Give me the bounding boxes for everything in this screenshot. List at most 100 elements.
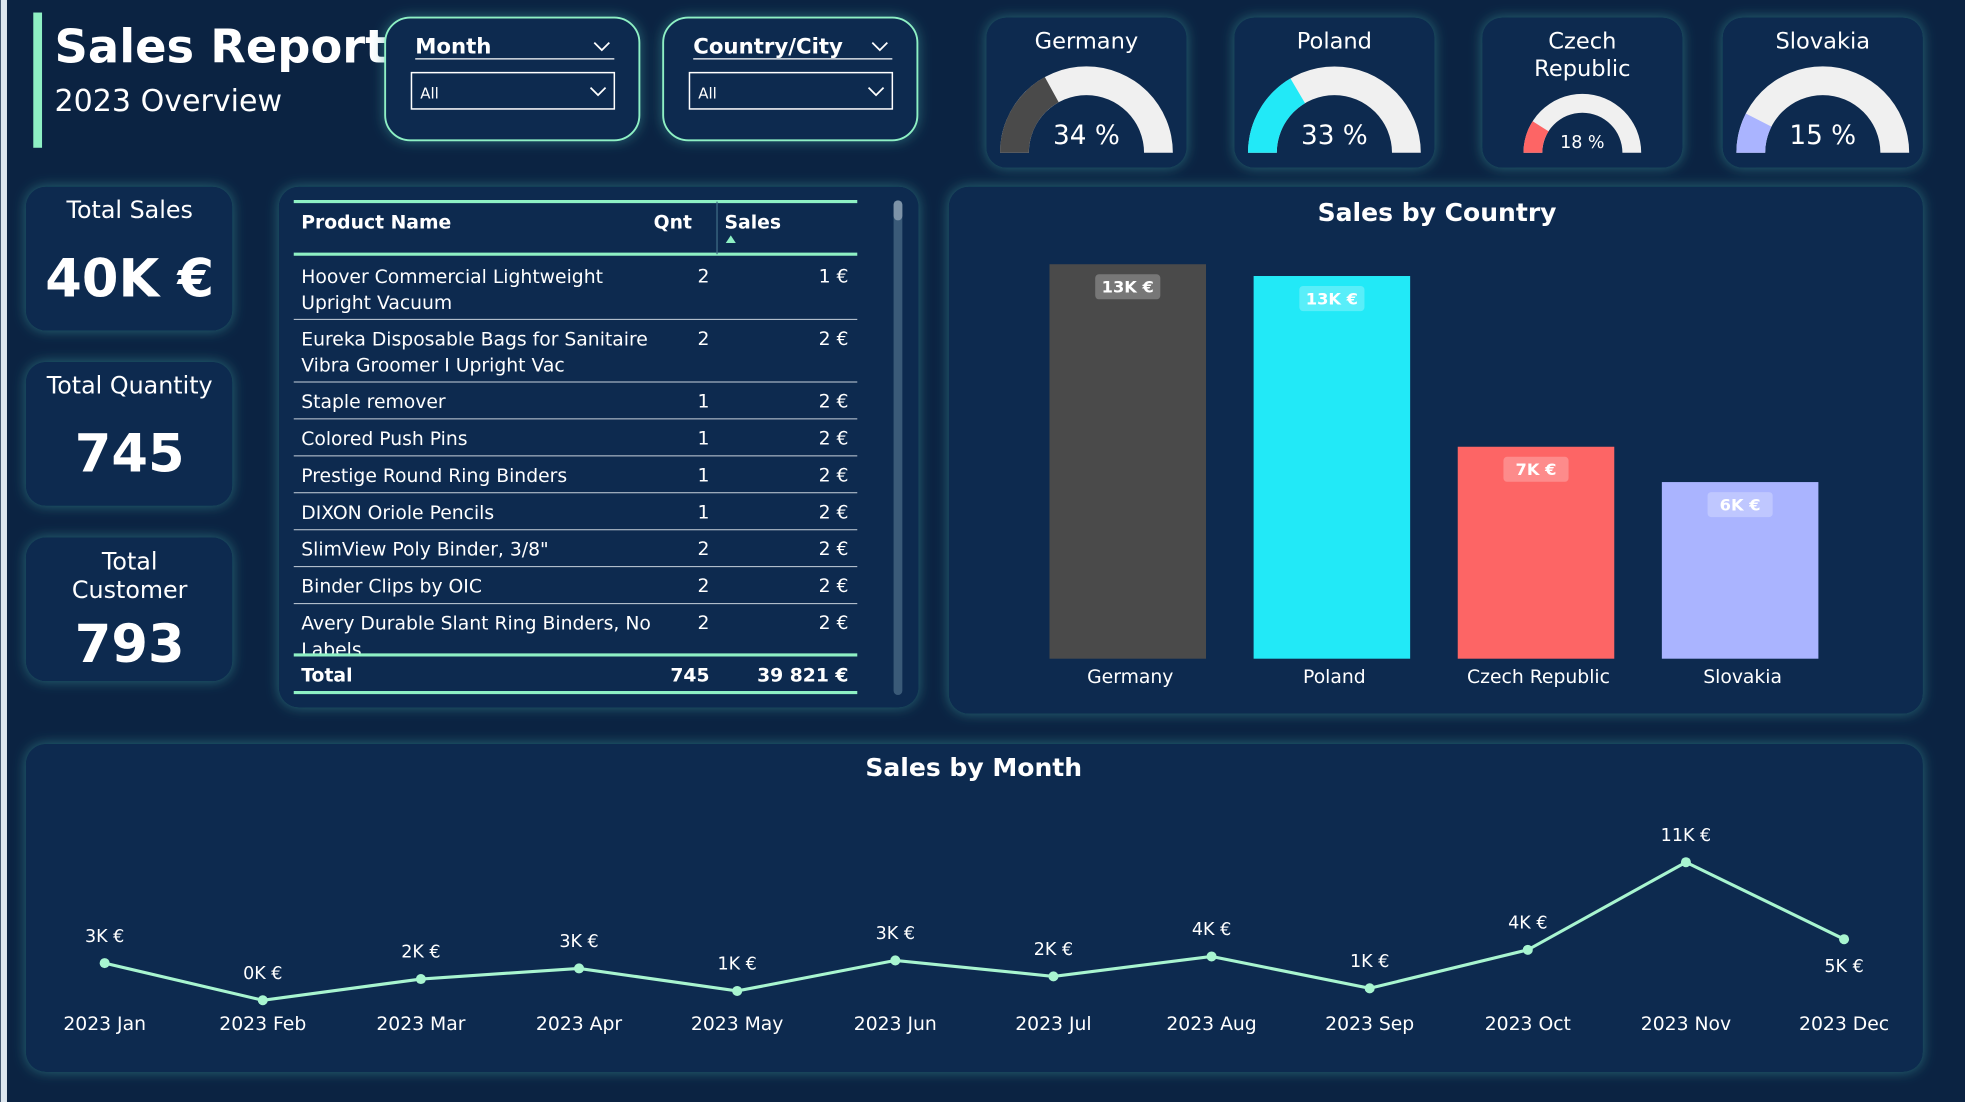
point — [99, 958, 110, 969]
bar — [1661, 482, 1819, 659]
gauge-fill — [1523, 121, 1549, 153]
data-label: 13K € — [1102, 278, 1154, 297]
kpi-value: 40K € — [45, 248, 214, 309]
column-header: Sales — [725, 212, 782, 233]
x-tick-label: 2023 Jun — [854, 1014, 937, 1035]
table-cell: 2 € — [819, 329, 849, 350]
data-label: 3K € — [559, 932, 598, 952]
kpi-value: 793 — [75, 614, 185, 675]
chevron — [867, 87, 885, 97]
point — [1048, 971, 1059, 982]
scrollbar-thumb[interactable] — [893, 200, 903, 221]
gauge-title: Czech Republic — [1534, 28, 1630, 82]
bar — [1457, 446, 1615, 659]
table-cell: 2 — [698, 539, 710, 560]
table-cell: 2 € — [819, 576, 849, 597]
slicer-label: Month — [415, 35, 491, 60]
table-cell: 2 — [698, 329, 710, 350]
total-cell: Total — [301, 666, 352, 687]
point — [1364, 983, 1375, 994]
x-tick-label: 2023 Apr — [536, 1014, 622, 1035]
x-tick-label: 2023 Sep — [1325, 1014, 1414, 1035]
point — [1839, 934, 1850, 945]
table-cell: 2 — [698, 613, 710, 634]
table-cell: 2 € — [819, 465, 849, 486]
data-label: 5K € — [1824, 957, 1863, 977]
data-label: 3K € — [85, 927, 124, 947]
table-cell: Colored Push Pins — [301, 428, 467, 449]
data-label-chip — [1299, 286, 1365, 312]
x-tick-label: 2023 Jul — [1015, 1014, 1091, 1035]
chevron — [871, 41, 888, 52]
data-label-chip — [1707, 492, 1773, 518]
table-cell: 2 € — [819, 613, 849, 634]
table-cell: 2 — [698, 266, 710, 287]
slicer-value: All — [698, 84, 717, 102]
table-cell: 2 — [698, 576, 710, 597]
data-label: 1K € — [717, 955, 756, 975]
table-cell: 2 € — [819, 502, 849, 523]
line-chart-panel — [25, 743, 1923, 1072]
data-label: 11K € — [1661, 826, 1712, 846]
table-cell: DIXON Oriole Pencils — [301, 502, 494, 523]
chevron — [589, 87, 607, 97]
slicer-value: All — [420, 84, 439, 102]
line — [104, 860, 1845, 1002]
slicer-label: Country/City — [693, 35, 843, 60]
table-cell: Eureka Disposable Bags for Sanitaire Vibr… — [301, 329, 648, 376]
table-cell: Prestige Round Ring Binders — [301, 465, 567, 486]
point — [574, 963, 585, 974]
point — [732, 985, 743, 996]
point — [1680, 857, 1691, 868]
total-cell: 39 821 € — [757, 666, 848, 687]
x-tick-label: 2023 Aug — [1166, 1014, 1256, 1035]
data-label: 2K € — [1034, 940, 1073, 960]
data-label-chip — [1095, 274, 1161, 300]
x-tick-label: 2023 Oct — [1485, 1014, 1571, 1035]
data-label: 4K € — [1508, 914, 1547, 934]
x-tick-label: 2023 Mar — [376, 1014, 465, 1035]
slicer-dropdown[interactable] — [410, 71, 616, 110]
sort-indicator — [725, 235, 736, 243]
gauge-fill — [1736, 113, 1772, 153]
table-panel — [278, 186, 919, 708]
report-title: Sales Report — [55, 20, 388, 74]
table-cell: Staple remover — [301, 391, 446, 412]
x-tick-label: 2023 Jan — [63, 1014, 146, 1035]
gauge-fill — [1000, 77, 1059, 153]
data-label: 7K € — [1516, 460, 1557, 479]
slicer-dropdown[interactable] — [688, 71, 894, 110]
kpi-card — [25, 361, 233, 506]
data-label: 3K € — [876, 924, 915, 944]
gauge-title: Germany — [1035, 28, 1139, 54]
report-subtitle: 2023 Overview — [55, 84, 282, 119]
left-edge — [0, 0, 7, 1102]
data-label: 4K € — [1192, 920, 1231, 940]
table-cell: 1 — [698, 428, 710, 449]
kpi-label: Total Customer — [72, 547, 188, 604]
gauge-fill — [1247, 78, 1306, 153]
x-tick-label: Czech Republic — [1467, 667, 1610, 688]
point — [1206, 951, 1217, 962]
data-label: 0K € — [243, 964, 282, 984]
table-cell: Hoover Commercial Lightweight Upright Vac… — [301, 266, 603, 313]
column-header: Qnt — [654, 212, 692, 233]
table-cell: 1 — [698, 391, 710, 412]
x-tick-label: 2023 Nov — [1641, 1014, 1731, 1035]
gauge-title: Slovakia — [1775, 28, 1870, 54]
point — [257, 995, 268, 1006]
x-tick-label: 2023 Feb — [219, 1014, 306, 1035]
kpi-value: 745 — [75, 424, 185, 485]
point — [415, 974, 426, 985]
gauge-value: 18 % — [1560, 133, 1605, 153]
table-cell: 2 € — [819, 428, 849, 449]
gauge-value: 15 % — [1789, 121, 1856, 151]
kpi-card — [25, 537, 233, 682]
point — [890, 955, 901, 966]
kpi-label: Total Sales — [65, 196, 192, 224]
scrollbar[interactable] — [893, 200, 903, 696]
table-cell: 1 — [698, 502, 710, 523]
gauge-track — [1523, 93, 1642, 153]
